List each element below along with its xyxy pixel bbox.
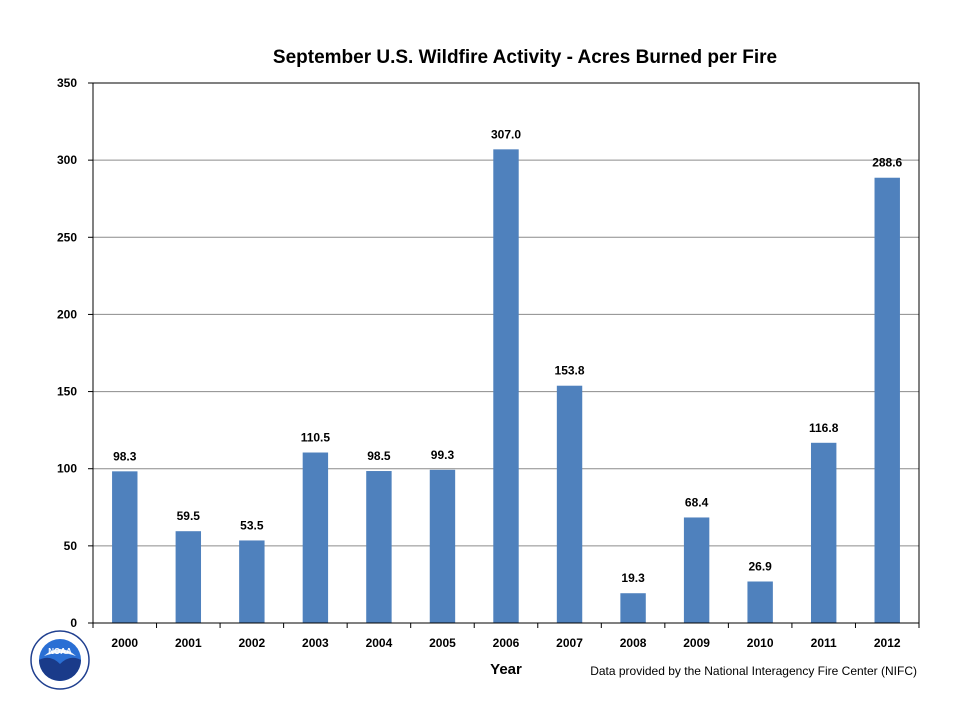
bar [874,177,900,623]
x-tick-label: 2009 [683,636,710,650]
y-tick-label: 100 [57,462,77,476]
data-label: 98.3 [113,449,137,463]
data-label: 98.5 [367,449,391,463]
x-tick-label: 2000 [111,636,138,650]
bar [556,385,583,623]
x-tick-label: 2004 [366,636,393,650]
source-note: Data provided by the National Interagenc… [590,664,917,678]
bar [683,517,710,623]
y-tick-label: 350 [57,76,77,90]
y-axis-ticks: 0 50 100 150 200 250 300 350 [57,76,93,630]
y-tick-label: 150 [57,385,77,399]
x-tick-label: 2002 [238,636,265,650]
bar [112,471,138,623]
noaa-logo: NOAA [30,630,90,690]
bar [366,471,392,623]
y-tick-label: 300 [57,153,77,167]
plot-area [92,82,920,624]
x-tick-label: 2010 [747,636,774,650]
x-tick-label: 2003 [302,636,329,650]
data-label: 307.0 [491,127,521,141]
data-label: 288.6 [872,156,902,170]
bar [747,581,773,623]
data-label: 110.5 [301,431,331,445]
y-tick-label: 200 [57,307,77,321]
x-tick-label: 2006 [493,636,520,650]
data-label: 59.5 [177,509,201,523]
bar [239,540,265,623]
x-tick-label: 2005 [429,636,456,650]
bar [175,531,202,623]
bar [429,469,456,623]
noaa-logo-text: NOAA [48,647,72,656]
y-tick-label: 50 [64,539,78,553]
bar [302,452,329,623]
x-tick-label: 2011 [811,636,837,650]
data-label: 53.5 [240,518,264,532]
x-tick-label: 2001 [175,636,202,650]
x-tick-label: 2008 [620,636,647,650]
data-labels: 98.3 59.5 53.5 110.5 98.5 99.3 307.0 153.8 19.3 6… [113,127,902,585]
data-label: 68.4 [685,495,709,509]
data-label: 19.3 [621,571,645,585]
x-tick-label: 2012 [874,636,901,650]
bar [810,442,837,623]
bar [493,149,519,624]
x-axis-ticks: 2000 2001 2002 2003 2004 2005 2006 2007 2008 2009… [92,623,920,650]
data-label: 116.8 [809,421,839,435]
data-label: 153.8 [555,364,585,378]
bar [620,593,646,623]
data-label: 26.9 [748,559,772,573]
y-tick-label: 0 [70,616,77,630]
y-tick-label: 250 [57,230,77,244]
x-tick-label: 2007 [556,636,583,650]
bars [112,149,900,624]
data-label: 99.3 [431,448,455,462]
chart-title: September U.S. Wildfire Activity - Acres… [273,47,777,68]
x-axis-label: Year [490,661,522,678]
